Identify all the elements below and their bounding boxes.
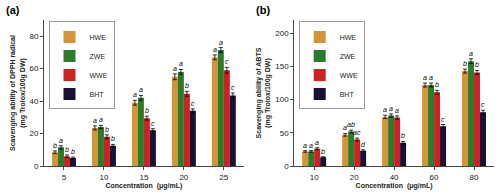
svg-text:a: a <box>213 46 217 53</box>
svg-text:a: a <box>429 74 433 81</box>
svg-text:a: a <box>343 124 347 131</box>
svg-text:c: c <box>151 120 155 127</box>
svg-text:60: 60 <box>29 64 38 73</box>
svg-text:a: a <box>309 142 313 149</box>
svg-text:10: 10 <box>310 173 319 182</box>
svg-text:a: a <box>99 116 103 123</box>
svg-text:c: c <box>191 100 195 107</box>
svg-text:a: a <box>383 106 387 113</box>
svg-text:Scavenging ability of DPPH rad: Scavenging ability of DPPH radical(mg Tr… <box>9 35 26 151</box>
svg-text:WWE: WWE <box>90 72 108 79</box>
svg-text:b: b <box>435 81 439 88</box>
svg-text:60: 60 <box>430 173 439 182</box>
svg-text:20: 20 <box>29 129 38 138</box>
svg-text:a: a <box>93 117 97 124</box>
svg-text:b: b <box>71 148 75 155</box>
svg-text:10: 10 <box>99 173 108 182</box>
svg-text:b: b <box>321 148 325 155</box>
svg-text:a: a <box>173 65 177 72</box>
svg-text:c: c <box>225 58 229 65</box>
svg-text:a: a <box>139 86 143 93</box>
svg-text:0: 0 <box>284 162 289 171</box>
svg-text:BHT: BHT <box>90 91 105 98</box>
svg-text:d: d <box>361 141 366 148</box>
svg-text:Concentration (μg/mL): Concentration (μg/mL) <box>105 182 182 190</box>
svg-text:80: 80 <box>470 173 479 182</box>
svg-text:15: 15 <box>139 173 148 182</box>
svg-text:WWE: WWE <box>340 72 358 79</box>
svg-text:a: a <box>133 91 137 98</box>
svg-text:Concentration (μg/mL): Concentration (μg/mL) <box>356 182 433 190</box>
svg-text:0: 0 <box>34 162 39 171</box>
svg-text:a: a <box>423 74 427 81</box>
svg-text:b: b <box>53 142 57 149</box>
svg-text:20: 20 <box>350 173 359 182</box>
svg-text:b: b <box>111 135 115 142</box>
svg-text:c: c <box>231 84 235 91</box>
svg-text:a: a <box>315 139 319 146</box>
svg-text:ac: ac <box>353 129 361 136</box>
svg-text:150: 150 <box>275 62 289 71</box>
svg-text:b: b <box>463 60 467 67</box>
svg-text:(b): (b) <box>256 4 270 16</box>
svg-text:40: 40 <box>29 97 38 106</box>
svg-text:50: 50 <box>280 129 289 138</box>
svg-text:b: b <box>145 107 149 114</box>
svg-text:(a): (a) <box>6 4 20 16</box>
svg-text:200: 200 <box>275 29 289 38</box>
svg-text:a: a <box>179 60 183 67</box>
svg-text:100: 100 <box>275 95 289 104</box>
svg-text:a: a <box>389 105 393 112</box>
svg-text:c: c <box>481 101 485 108</box>
svg-text:b: b <box>475 61 479 68</box>
svg-text:25: 25 <box>219 173 228 182</box>
svg-text:b: b <box>185 82 189 89</box>
svg-text:ZWE: ZWE <box>90 53 106 60</box>
svg-text:40: 40 <box>390 173 399 182</box>
svg-text:b: b <box>65 146 69 153</box>
svg-text:a: a <box>469 50 473 57</box>
svg-text:HWE: HWE <box>90 34 107 41</box>
svg-text:c: c <box>441 116 445 123</box>
svg-text:a: a <box>219 39 223 46</box>
svg-text:b: b <box>105 126 109 133</box>
svg-text:BHT: BHT <box>340 91 355 98</box>
svg-text:ab: ab <box>347 121 355 128</box>
svg-text:a: a <box>59 137 63 144</box>
svg-text:b: b <box>401 132 405 139</box>
svg-text:5: 5 <box>62 173 67 182</box>
svg-text:Scavenging ability of ABTS(mg: Scavenging ability of ABTS(mg Trolox/100… <box>255 47 272 138</box>
svg-text:a: a <box>303 142 307 149</box>
svg-text:ZWE: ZWE <box>340 53 356 60</box>
svg-text:HWE: HWE <box>340 34 357 41</box>
svg-text:80: 80 <box>29 32 38 41</box>
svg-text:a: a <box>395 107 399 114</box>
svg-text:20: 20 <box>179 173 188 182</box>
